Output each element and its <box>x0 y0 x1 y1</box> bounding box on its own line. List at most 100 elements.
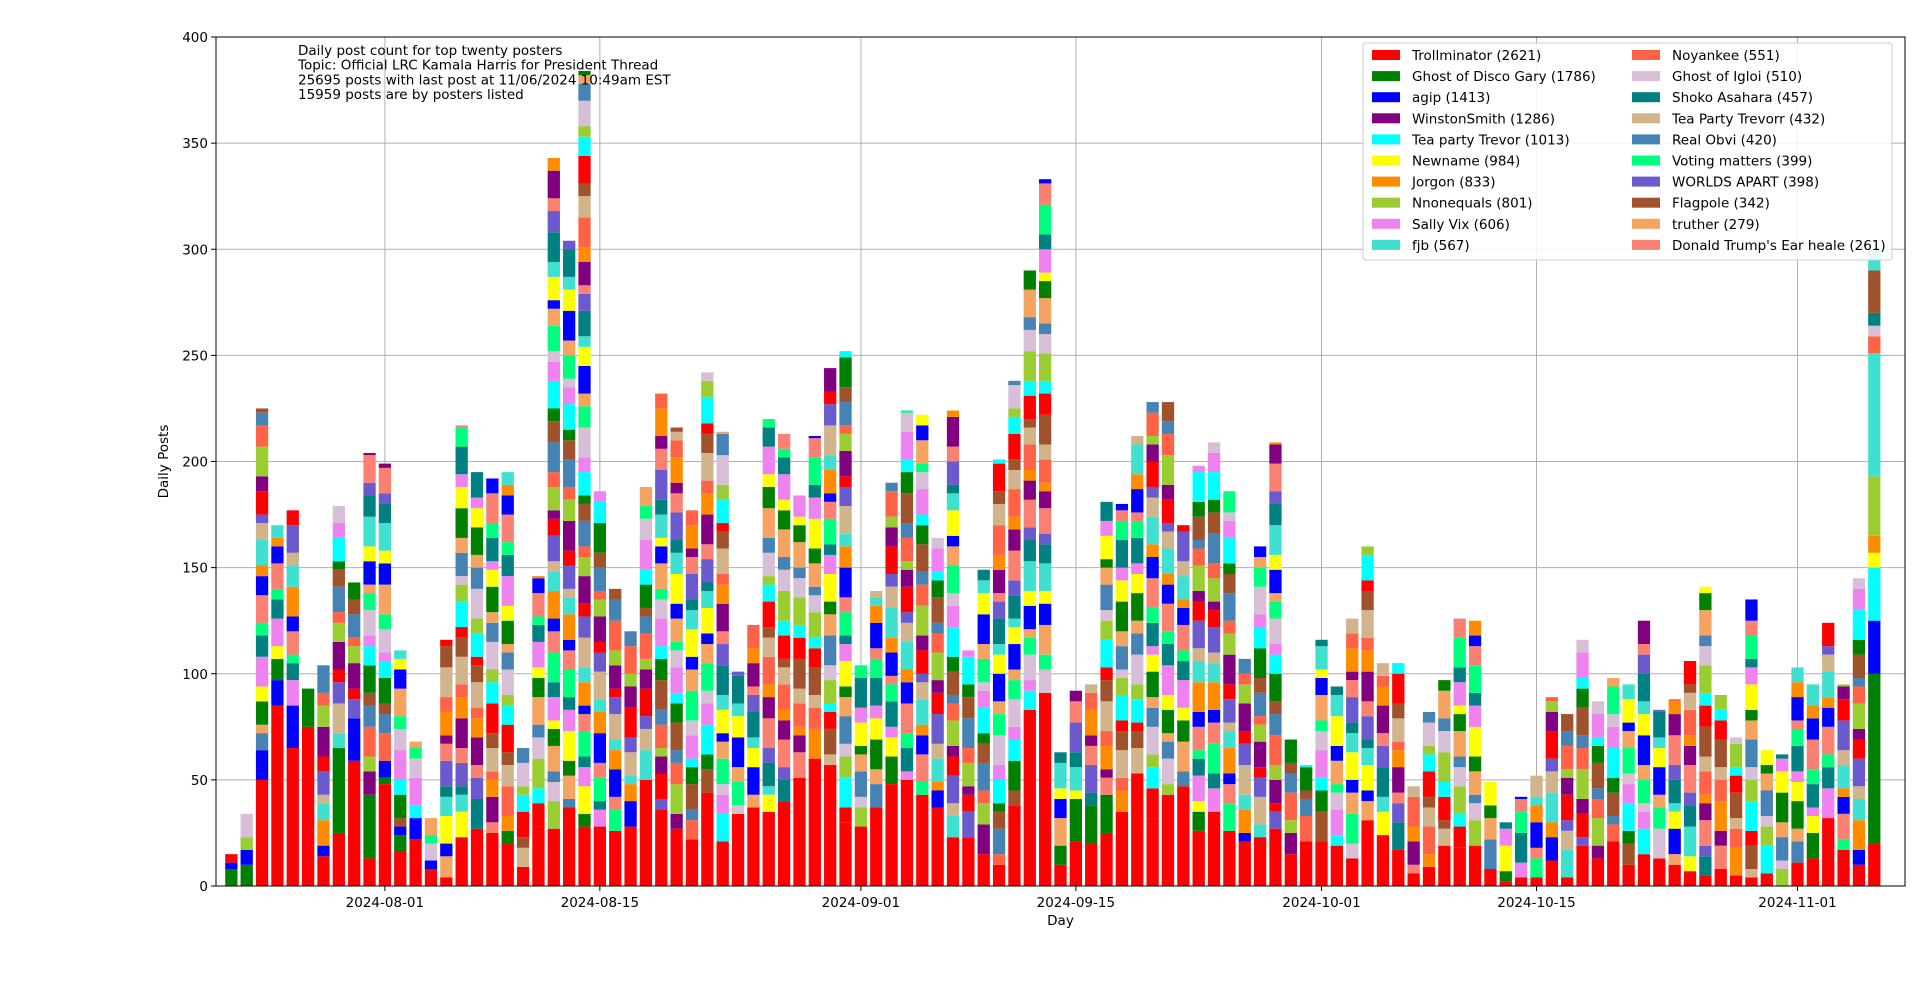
bar-segment <box>1484 781 1497 806</box>
bar-segment <box>1852 728 1866 740</box>
bar-segment <box>685 557 699 574</box>
bar-segment <box>609 830 622 886</box>
bar-segment <box>1822 726 1835 755</box>
bar-segment <box>639 486 653 507</box>
bar-segment <box>1729 792 1743 819</box>
bar-segment <box>1253 716 1267 725</box>
bar-segment <box>1852 849 1866 865</box>
bar-segment <box>824 601 837 615</box>
bar-segment <box>1607 777 1620 793</box>
bar-segment <box>1499 822 1512 829</box>
y-tick-label: 200 <box>182 455 208 471</box>
bar-segment <box>1161 584 1175 604</box>
bar-segment <box>1729 775 1743 793</box>
bar-segment <box>578 714 591 732</box>
bar-segment <box>1300 815 1313 842</box>
bar-segment <box>1177 661 1190 681</box>
bar-segment <box>1054 752 1067 763</box>
bar-segment <box>563 597 576 615</box>
bar-segment <box>1637 735 1651 766</box>
bar-segment <box>378 629 392 653</box>
bar-segment <box>716 709 729 734</box>
bar-segment <box>1207 512 1221 534</box>
bar-segment <box>624 801 637 827</box>
bar-segment <box>455 508 468 538</box>
bar-segment <box>1238 731 1251 744</box>
bar-segment <box>578 393 591 407</box>
bar-segment <box>1714 739 1727 768</box>
bar-segment <box>1514 832 1528 863</box>
bar-segment <box>1852 610 1866 640</box>
bar-segment <box>1115 520 1129 541</box>
bar-segment <box>655 756 668 774</box>
bar-segment <box>900 641 914 670</box>
bar-segment <box>1008 805 1021 886</box>
bar-segment <box>1100 680 1113 702</box>
bar-segment <box>1607 792 1620 816</box>
bar-segment <box>777 510 791 530</box>
bar-segment <box>946 703 960 721</box>
bar-segment <box>378 677 392 704</box>
bar-segment <box>1422 711 1436 723</box>
bar-segment <box>1468 646 1482 666</box>
bar-segment <box>501 495 514 515</box>
bar-segment <box>1269 593 1282 602</box>
bar-segment <box>670 573 683 604</box>
bar-segment <box>1269 654 1282 674</box>
bar-segment <box>363 584 376 594</box>
bar-segment <box>1253 677 1267 693</box>
bar-segment <box>931 580 944 598</box>
bar-segment <box>793 525 806 543</box>
bar-segment <box>1868 552 1881 568</box>
bar-segment <box>1653 711 1666 738</box>
bar-segment <box>1852 758 1866 787</box>
bar-segment <box>378 614 392 630</box>
bar-segment <box>1637 673 1651 702</box>
bar-segment <box>762 474 775 487</box>
bar-segment <box>716 741 729 759</box>
bar-segment <box>578 616 591 638</box>
bar-segment <box>563 669 576 698</box>
bar-segment <box>916 584 929 606</box>
bar-segment <box>1791 828 1804 842</box>
bar-segment <box>1453 786 1466 814</box>
bar-segment <box>1131 773 1144 886</box>
bar-segment <box>946 565 960 594</box>
bar-segment <box>685 525 699 549</box>
bar-segment <box>547 351 560 362</box>
bar-segment <box>808 758 821 886</box>
y-tick-label: 0 <box>199 879 208 895</box>
bar-segment <box>1868 620 1881 674</box>
bar-segment <box>547 771 560 782</box>
bar-segment <box>301 688 315 727</box>
bar-segment <box>1269 803 1282 812</box>
bar-segment <box>1039 669 1052 693</box>
bar-segment <box>1392 663 1405 674</box>
bar-segment <box>1361 820 1374 886</box>
bar-segment <box>655 809 668 886</box>
bar-segment <box>547 232 560 262</box>
bar-segment <box>639 607 653 617</box>
bar-segment <box>762 486 775 509</box>
bar-segment <box>1223 620 1236 634</box>
bar-segment <box>1192 682 1205 712</box>
bar-segment <box>793 658 806 689</box>
bar-segment <box>1668 811 1681 829</box>
bar-segment <box>1023 469 1036 481</box>
bar-segment <box>1161 421 1175 434</box>
bar-segment <box>1008 627 1021 645</box>
bar-segment <box>1852 654 1866 678</box>
bar-segment <box>992 644 1006 655</box>
bar-segment <box>1315 669 1328 678</box>
bar-segment <box>1668 701 1681 715</box>
bar-segment <box>885 784 898 886</box>
bar-segment <box>1361 801 1374 821</box>
bar-segment <box>701 754 714 770</box>
bar-segment <box>1008 644 1021 670</box>
bar-segment <box>1023 637 1036 655</box>
bar-segment <box>1192 472 1205 502</box>
bar-segment <box>1085 805 1098 844</box>
bar-segment <box>1776 792 1789 823</box>
bar-segment <box>962 650 975 657</box>
